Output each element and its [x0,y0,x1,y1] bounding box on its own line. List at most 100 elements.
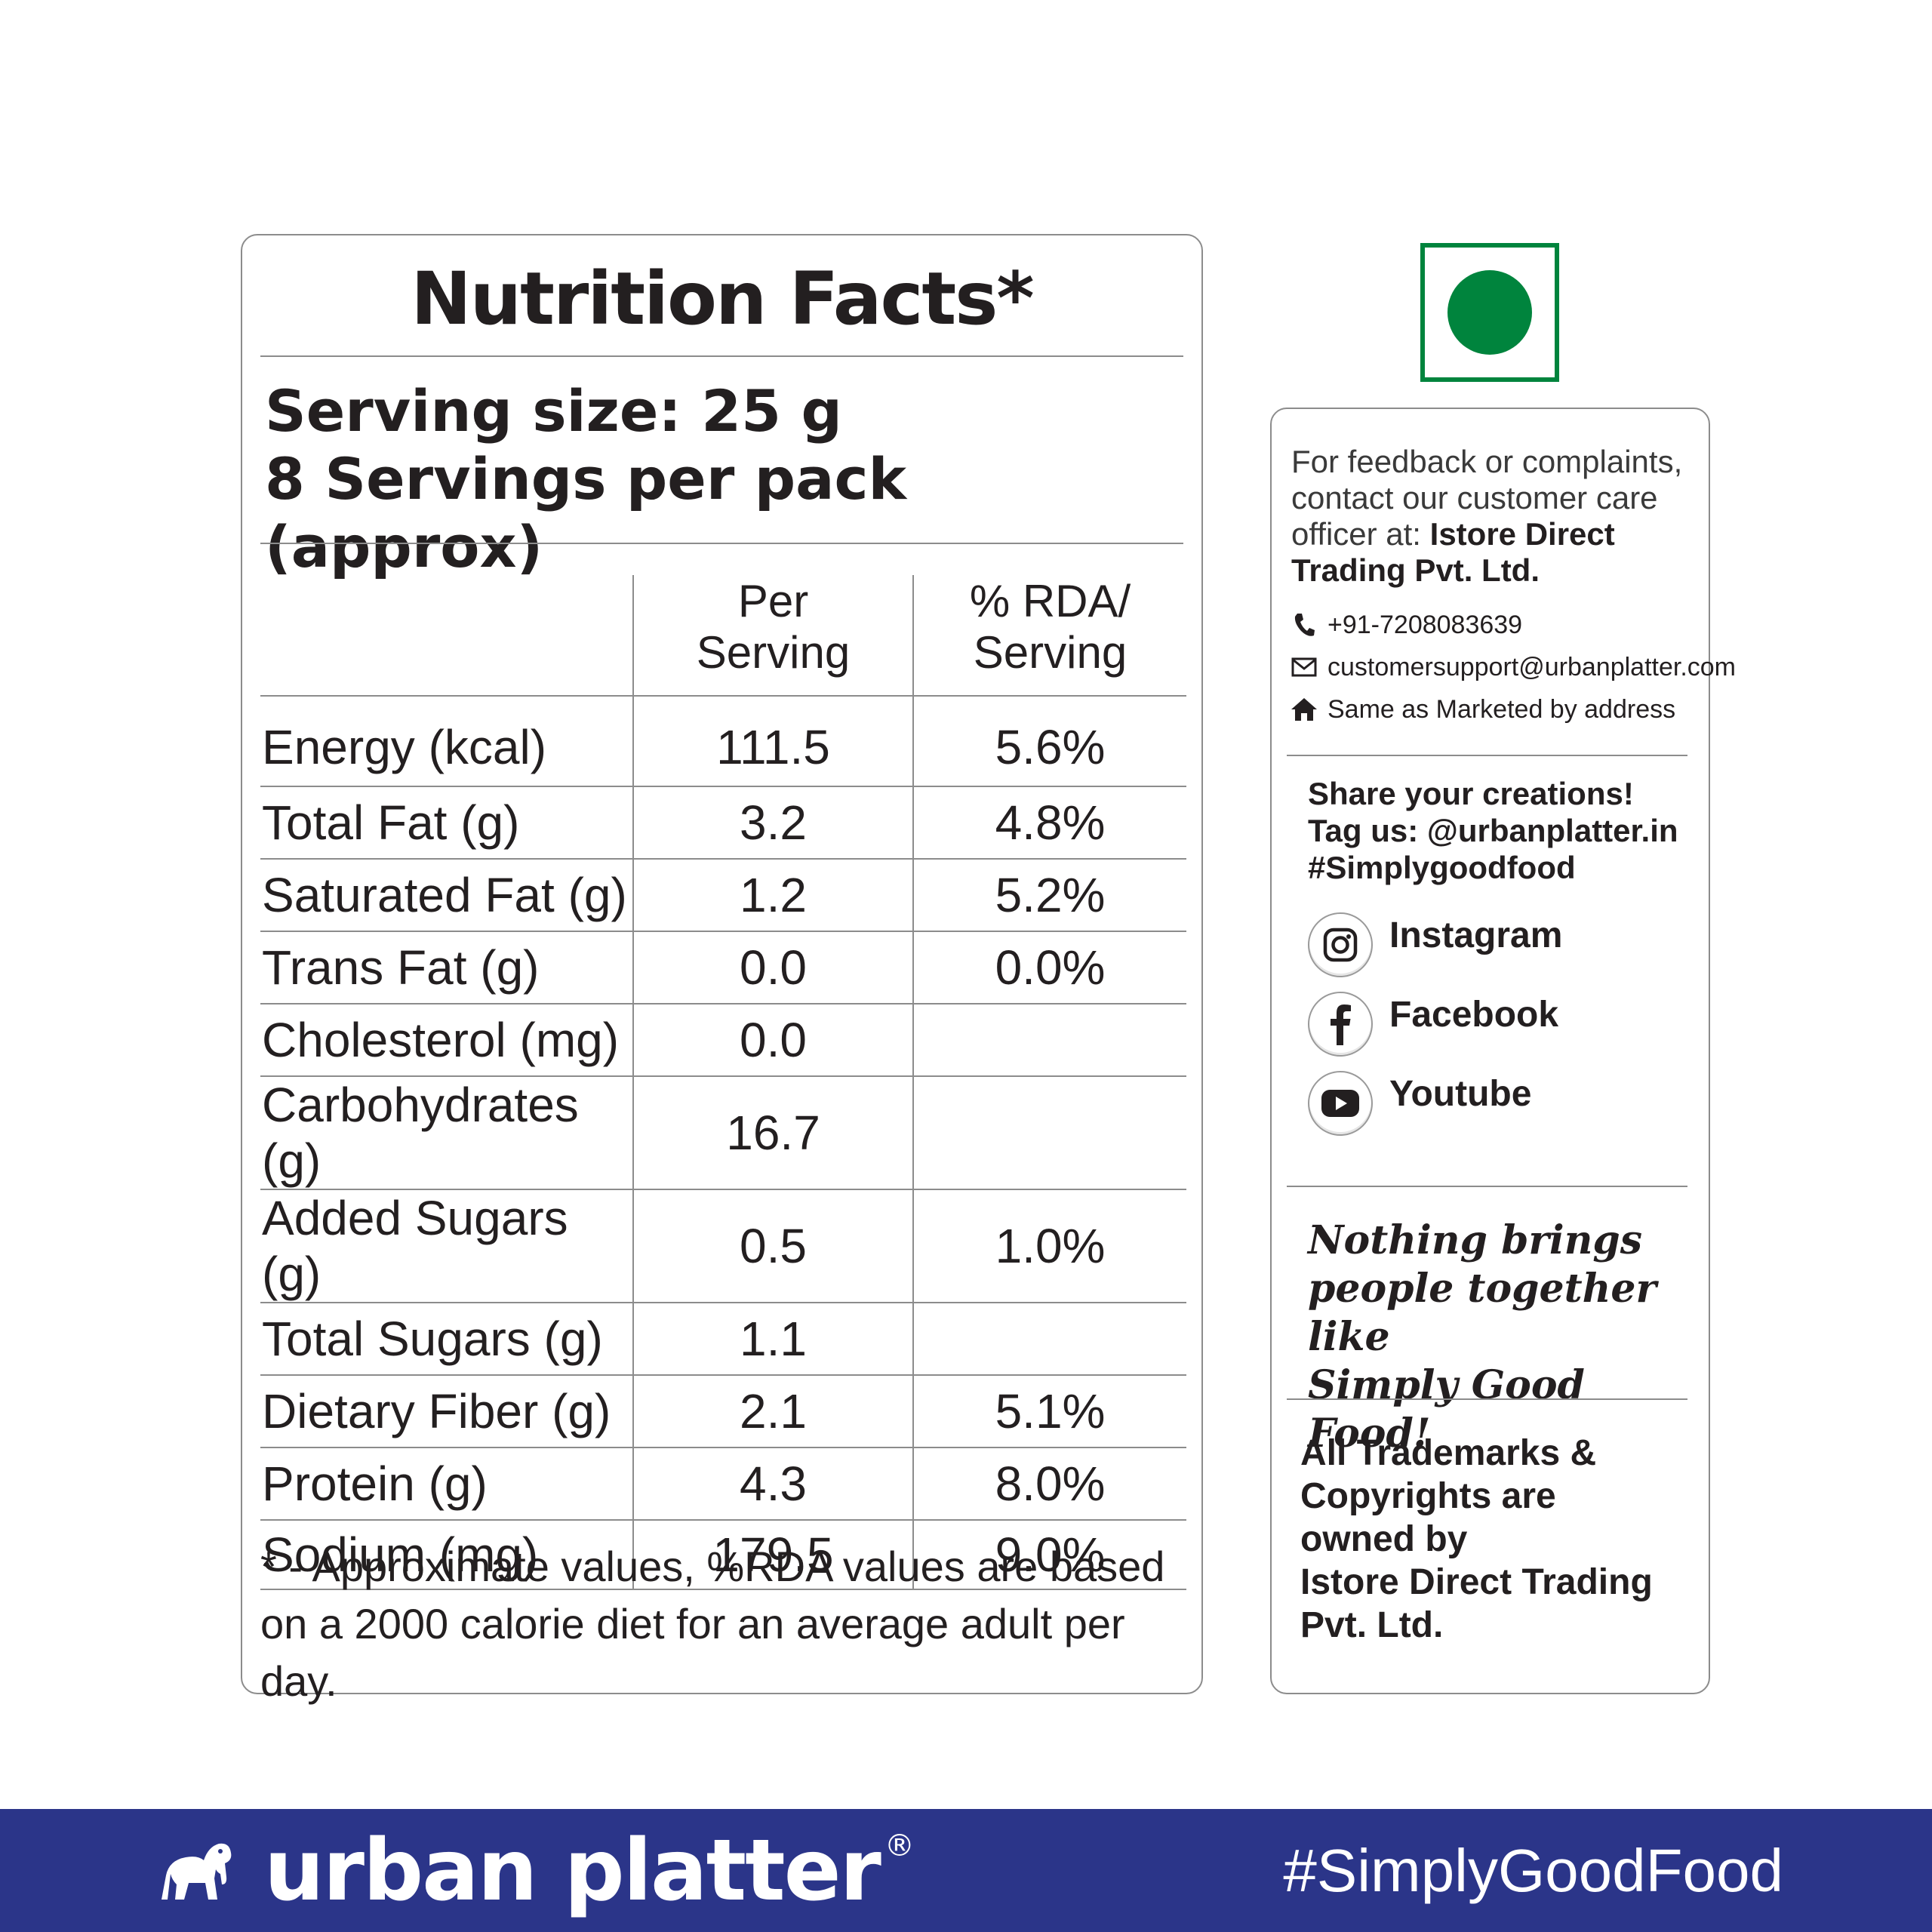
phone-number[interactable]: +91-7208083639 [1327,610,1523,639]
social-facebook[interactable]: Facebook [1308,992,1558,1057]
header-rda-line1: % RDA/ [969,576,1131,626]
social-label[interactable]: Youtube [1389,1073,1532,1114]
rda-value [912,1075,1186,1189]
per-serving-value: 2.1 [632,1374,913,1447]
table-row: Dietary Fiber (g) 2.1 5.1% [260,1374,1186,1447]
divider [260,355,1183,357]
registered-mark: ® [884,1829,915,1863]
nutrient-name: Added Sugars (g) [260,1189,633,1303]
nutrition-table-wrap: Per Serving % RDA/ Serving Energy (kcal)… [260,575,1186,1590]
brand-hashtag: #SimplyGoodFood [1283,1837,1783,1904]
rda-value: 4.8% [912,786,1186,859]
tagline-line: Nothing brings [1308,1217,1643,1263]
rda-value: 9.0% [912,1519,1186,1590]
table-row: Energy (kcal) 111.5 5.6% [260,696,1186,786]
social-label[interactable]: Instagram [1389,915,1563,955]
address-row: Same as Marketed by address [1287,694,1675,724]
header-per-serving: Per Serving [632,575,913,697]
per-serving-value: 111.5 [632,696,913,786]
header-per-serving-line1: Per [737,576,809,626]
email-row: customersupport@urbanplatter.com [1287,652,1736,682]
feedback-prefix: For feedback or complaints, contact our … [1291,444,1683,552]
nutrition-table-header: Per Serving % RDA/ Serving [260,575,1186,697]
table-row: Protein (g) 4.3 8.0% [260,1447,1186,1520]
nutrition-facts-panel: Nutrition Facts* Serving size: 25 g 8 Se… [241,234,1203,1705]
nutrient-name: Sodium (mg) [260,1519,633,1590]
rda-value: 8.0% [912,1447,1186,1520]
social-label[interactable]: Facebook [1389,994,1559,1035]
nutrient-name: Energy (kcal) [262,720,546,774]
nutrient-name: Saturated Fat (g) [260,858,633,931]
per-serving-value: 1.1 [632,1302,913,1375]
footnote: * - Approximate values, %RDA values are … [260,1538,1189,1710]
social-instagram[interactable]: Instagram [1308,912,1562,977]
header-rda: % RDA/ Serving [912,575,1186,697]
home-icon [1287,694,1321,724]
tagline-line: Simply Good Food! [1308,1362,1585,1457]
table-row: Added Sugars (g) 0.5 1.0% [260,1189,1186,1303]
brand-band: urban platter ® #SimplyGoodFood [0,1809,1932,1932]
nutrient-name: Carbohydrates (g) [260,1075,633,1189]
rda-value: 5.1% [912,1374,1186,1447]
tagline: Nothing brings people together like Simp… [1308,1217,1700,1458]
address-text: Same as Marketed by address [1327,694,1676,724]
table-row: Total Fat (g) 3.2 4.8% [260,786,1186,859]
rda-value [912,1302,1186,1375]
header-nutrient [260,575,633,697]
table-row: Carbohydrates (g) 16.7 [260,1075,1186,1189]
brand-logo: urban platter ® [155,1826,915,1916]
serving-size: Serving size: 25 g [265,377,842,445]
per-serving-value: 16.7 [632,1075,913,1189]
nutrient-name: Trans Fat (g) [260,931,633,1004]
phone-row: +91-7208083639 [1287,610,1522,640]
nutrient-name: Cholesterol (mg) [260,1003,633,1076]
serving-info: Serving size: 25 g 8 Servings per pack (… [265,377,1201,581]
veg-mark-icon [1420,243,1559,382]
divider [260,543,1183,544]
instagram-icon[interactable] [1308,912,1373,977]
per-serving-value: 0.0 [632,931,913,1004]
divider [1287,1398,1687,1400]
rda-value [912,1003,1186,1076]
header-per-serving-line2: Serving [696,627,851,678]
info-panel: For feedback or complaints, contact our … [1270,408,1736,1694]
youtube-icon[interactable] [1308,1071,1373,1136]
trademark-line: Istore Direct Trading [1300,1562,1653,1602]
share-tag: Tag us: @urbanplatter.in [1308,813,1678,848]
nutrient-name: Total Fat (g) [260,786,633,859]
divider [1287,755,1687,756]
trademark-notice: All Trademarks & Copyrights are owned by… [1300,1432,1693,1647]
per-serving-value: 0.0 [632,1003,913,1076]
table-row: Cholesterol (mg) 0.0 [260,1003,1186,1076]
footnote-line1: * - Approximate values, %RDA values are … [260,1543,1165,1590]
facebook-icon[interactable] [1308,992,1373,1057]
header-rda-line2: Serving [973,627,1128,678]
nutrient-name: Protein (g) [260,1447,633,1520]
feedback-text: For feedback or complaints, contact our … [1291,444,1699,589]
per-serving-value: 0.5 [632,1189,913,1303]
tagline-line: people together like [1308,1266,1657,1360]
phone-icon [1287,610,1321,640]
rda-value: 5.6% [912,696,1186,786]
trademark-line: All Trademarks & [1300,1433,1597,1473]
trademark-line: Copyrights are [1300,1476,1556,1516]
table-row: Trans Fat (g) 0.0 0.0% [260,931,1186,1004]
rda-value: 0.0% [912,931,1186,1004]
table-row: Sodium (mg) 179.5 9.0% [260,1519,1186,1590]
nutrient-name: Total Sugars (g) [260,1302,633,1375]
servings-per-pack: 8 Servings per pack (approx) [265,445,907,580]
veg-dot [1447,270,1532,355]
per-serving-value: 1.2 [632,858,913,931]
nutrition-facts-title: Nutrition Facts* [411,257,1034,341]
share-hashtag: #Simplygoodfood [1308,850,1576,885]
email-address[interactable]: customersupport@urbanplatter.com [1327,652,1736,681]
nutrient-name: Dietary Fiber (g) [260,1374,633,1447]
per-serving-value: 179.5 [632,1519,913,1590]
elephant-icon [155,1830,234,1912]
social-youtube[interactable]: Youtube [1308,1071,1531,1136]
divider [1287,1186,1687,1187]
brand-name: urban platter [264,1822,881,1920]
per-serving-value: 4.3 [632,1447,913,1520]
nutrition-table: Per Serving % RDA/ Serving Energy (kcal)… [260,575,1186,1590]
table-row: Total Sugars (g) 1.1 [260,1302,1186,1375]
